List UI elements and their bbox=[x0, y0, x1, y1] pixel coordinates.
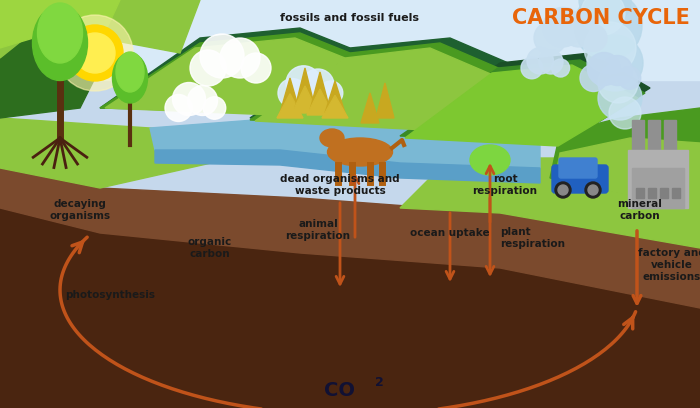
Circle shape bbox=[558, 185, 568, 195]
Ellipse shape bbox=[32, 5, 88, 80]
Bar bbox=[660, 188, 668, 198]
Polygon shape bbox=[405, 65, 638, 146]
Ellipse shape bbox=[38, 3, 83, 63]
Text: CO: CO bbox=[324, 381, 355, 399]
Polygon shape bbox=[550, 108, 700, 208]
Text: plant
respiration: plant respiration bbox=[500, 227, 565, 249]
Circle shape bbox=[286, 66, 321, 101]
Circle shape bbox=[598, 63, 638, 103]
Circle shape bbox=[579, 0, 631, 26]
Polygon shape bbox=[322, 95, 348, 118]
Bar bbox=[632, 168, 684, 208]
Polygon shape bbox=[100, 28, 350, 108]
Circle shape bbox=[57, 15, 133, 91]
Bar bbox=[628, 150, 688, 208]
Polygon shape bbox=[250, 38, 520, 123]
Polygon shape bbox=[376, 83, 394, 118]
Text: dead organisms and
waste products: dead organisms and waste products bbox=[280, 174, 400, 196]
Circle shape bbox=[75, 33, 115, 73]
Circle shape bbox=[527, 48, 554, 74]
Polygon shape bbox=[555, 138, 700, 210]
Ellipse shape bbox=[113, 53, 148, 103]
Bar bbox=[632, 120, 644, 180]
Bar bbox=[672, 188, 680, 198]
Circle shape bbox=[603, 55, 633, 86]
Circle shape bbox=[200, 34, 244, 78]
Circle shape bbox=[203, 97, 225, 119]
Ellipse shape bbox=[116, 52, 144, 92]
Circle shape bbox=[521, 57, 542, 79]
Circle shape bbox=[584, 22, 636, 74]
Polygon shape bbox=[361, 93, 379, 123]
Text: mineral
carbon: mineral carbon bbox=[617, 199, 662, 221]
Circle shape bbox=[241, 53, 271, 83]
Circle shape bbox=[278, 79, 307, 107]
Circle shape bbox=[587, 35, 643, 91]
Polygon shape bbox=[292, 86, 318, 113]
Circle shape bbox=[574, 0, 642, 60]
Polygon shape bbox=[0, 168, 700, 308]
Circle shape bbox=[585, 182, 601, 198]
Circle shape bbox=[539, 50, 563, 74]
Circle shape bbox=[581, 0, 625, 35]
Polygon shape bbox=[0, 18, 120, 118]
Bar bbox=[648, 120, 660, 180]
Circle shape bbox=[190, 50, 226, 86]
Polygon shape bbox=[400, 53, 650, 138]
Circle shape bbox=[534, 22, 566, 54]
Circle shape bbox=[165, 95, 192, 122]
Circle shape bbox=[318, 81, 343, 105]
Circle shape bbox=[552, 59, 570, 77]
Polygon shape bbox=[0, 0, 200, 58]
Polygon shape bbox=[105, 38, 345, 115]
Circle shape bbox=[543, 7, 582, 47]
FancyBboxPatch shape bbox=[552, 165, 608, 193]
Polygon shape bbox=[400, 158, 700, 248]
Polygon shape bbox=[255, 48, 500, 130]
Polygon shape bbox=[400, 60, 645, 143]
Polygon shape bbox=[100, 33, 350, 113]
Ellipse shape bbox=[470, 145, 510, 175]
Polygon shape bbox=[310, 72, 330, 110]
Polygon shape bbox=[150, 118, 540, 168]
Polygon shape bbox=[0, 0, 120, 48]
Circle shape bbox=[302, 69, 334, 101]
Text: animal
respiration: animal respiration bbox=[286, 219, 351, 241]
Text: root
respiration: root respiration bbox=[473, 174, 538, 196]
Circle shape bbox=[172, 82, 206, 115]
Circle shape bbox=[618, 67, 640, 89]
Circle shape bbox=[188, 86, 218, 115]
Circle shape bbox=[67, 25, 123, 81]
Text: fossils and fossil fuels: fossils and fossil fuels bbox=[281, 13, 419, 23]
Text: decaying
organisms: decaying organisms bbox=[50, 199, 111, 221]
Bar bbox=[664, 120, 676, 180]
Polygon shape bbox=[325, 81, 345, 113]
Text: CARBON CYCLE: CARBON CYCLE bbox=[512, 8, 690, 28]
Polygon shape bbox=[0, 208, 700, 408]
Polygon shape bbox=[0, 0, 700, 80]
Ellipse shape bbox=[320, 129, 344, 147]
Circle shape bbox=[580, 64, 607, 91]
Polygon shape bbox=[277, 94, 303, 118]
Circle shape bbox=[580, 24, 607, 51]
Circle shape bbox=[598, 76, 642, 120]
Text: factory and
vehicle
emissions: factory and vehicle emissions bbox=[638, 248, 700, 282]
Circle shape bbox=[609, 97, 641, 129]
Text: 2: 2 bbox=[375, 377, 384, 390]
Circle shape bbox=[555, 182, 571, 198]
Polygon shape bbox=[295, 68, 315, 108]
Bar bbox=[648, 188, 656, 198]
Circle shape bbox=[561, 11, 597, 47]
Text: photosynthesis: photosynthesis bbox=[65, 290, 155, 300]
Polygon shape bbox=[280, 78, 300, 113]
FancyBboxPatch shape bbox=[559, 158, 597, 178]
Bar bbox=[636, 188, 644, 198]
Polygon shape bbox=[307, 89, 333, 115]
Circle shape bbox=[588, 185, 598, 195]
Circle shape bbox=[587, 53, 620, 86]
Polygon shape bbox=[250, 43, 510, 128]
Polygon shape bbox=[0, 118, 300, 188]
Circle shape bbox=[220, 38, 260, 78]
Ellipse shape bbox=[328, 138, 393, 166]
